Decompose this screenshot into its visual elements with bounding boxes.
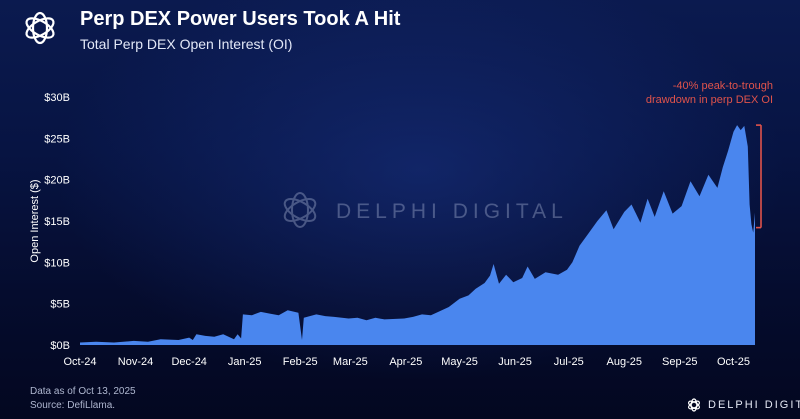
x-tick-label: Oct-25 [717, 356, 750, 368]
watermark: DELPHI DIGITAL [283, 192, 568, 228]
y-tick-label: $30B [44, 92, 70, 104]
x-tick-label: Apr-25 [389, 356, 422, 368]
x-tick-label: Jul-25 [554, 356, 584, 368]
y-tick-label: $25B [44, 133, 70, 145]
x-axis: Oct-24 Nov-24 Dec-24 Jan-25 Feb-25 Mar-25 Apr-… [63, 356, 750, 368]
page-title: Perp DEX Power Users Took A Hit [80, 8, 401, 30]
x-tick-label: Sep-25 [662, 356, 697, 368]
drawdown-annotation: -40% peak-to-trough drawdown in perp DEX … [646, 80, 773, 229]
y-axis: $0B $5B $10B $15B $20B $25B $30B [44, 92, 70, 352]
delphi-logo-icon [25, 11, 55, 45]
x-tick-label: Mar-25 [333, 356, 368, 368]
x-tick-label: Jun-25 [498, 356, 532, 368]
x-tick-label: Oct-24 [63, 356, 96, 368]
y-tick-label: $5B [50, 299, 70, 311]
x-tick-label: Jan-25 [228, 356, 262, 368]
y-tick-label: $20B [44, 175, 70, 187]
annotation-text-line: drawdown in perp DEX OI [646, 94, 773, 106]
brand-text: DELPHI DIGITAL [708, 399, 800, 411]
data-date-note: Data as of Oct 13, 2025 [30, 386, 136, 397]
open-interest-area [80, 125, 755, 345]
x-tick-label: Aug-25 [607, 356, 642, 368]
x-tick-label: Nov-24 [118, 356, 153, 368]
x-tick-label: Feb-25 [283, 356, 318, 368]
watermark-text: DELPHI DIGITAL [336, 200, 568, 223]
delphi-brand-icon [688, 398, 700, 412]
x-tick-label: May-25 [441, 356, 478, 368]
source-note: Source: DefiLlama. [30, 400, 116, 411]
page-subtitle: Total Perp DEX Open Interest (OI) [80, 36, 293, 52]
annotation-text-line: -40% peak-to-trough [673, 80, 773, 92]
y-tick-label: $0B [50, 340, 70, 352]
y-tick-label: $15B [44, 216, 70, 228]
y-axis-label: Open Interest ($) [29, 179, 41, 262]
x-tick-label: Dec-24 [171, 356, 206, 368]
y-tick-label: $10B [44, 257, 70, 269]
